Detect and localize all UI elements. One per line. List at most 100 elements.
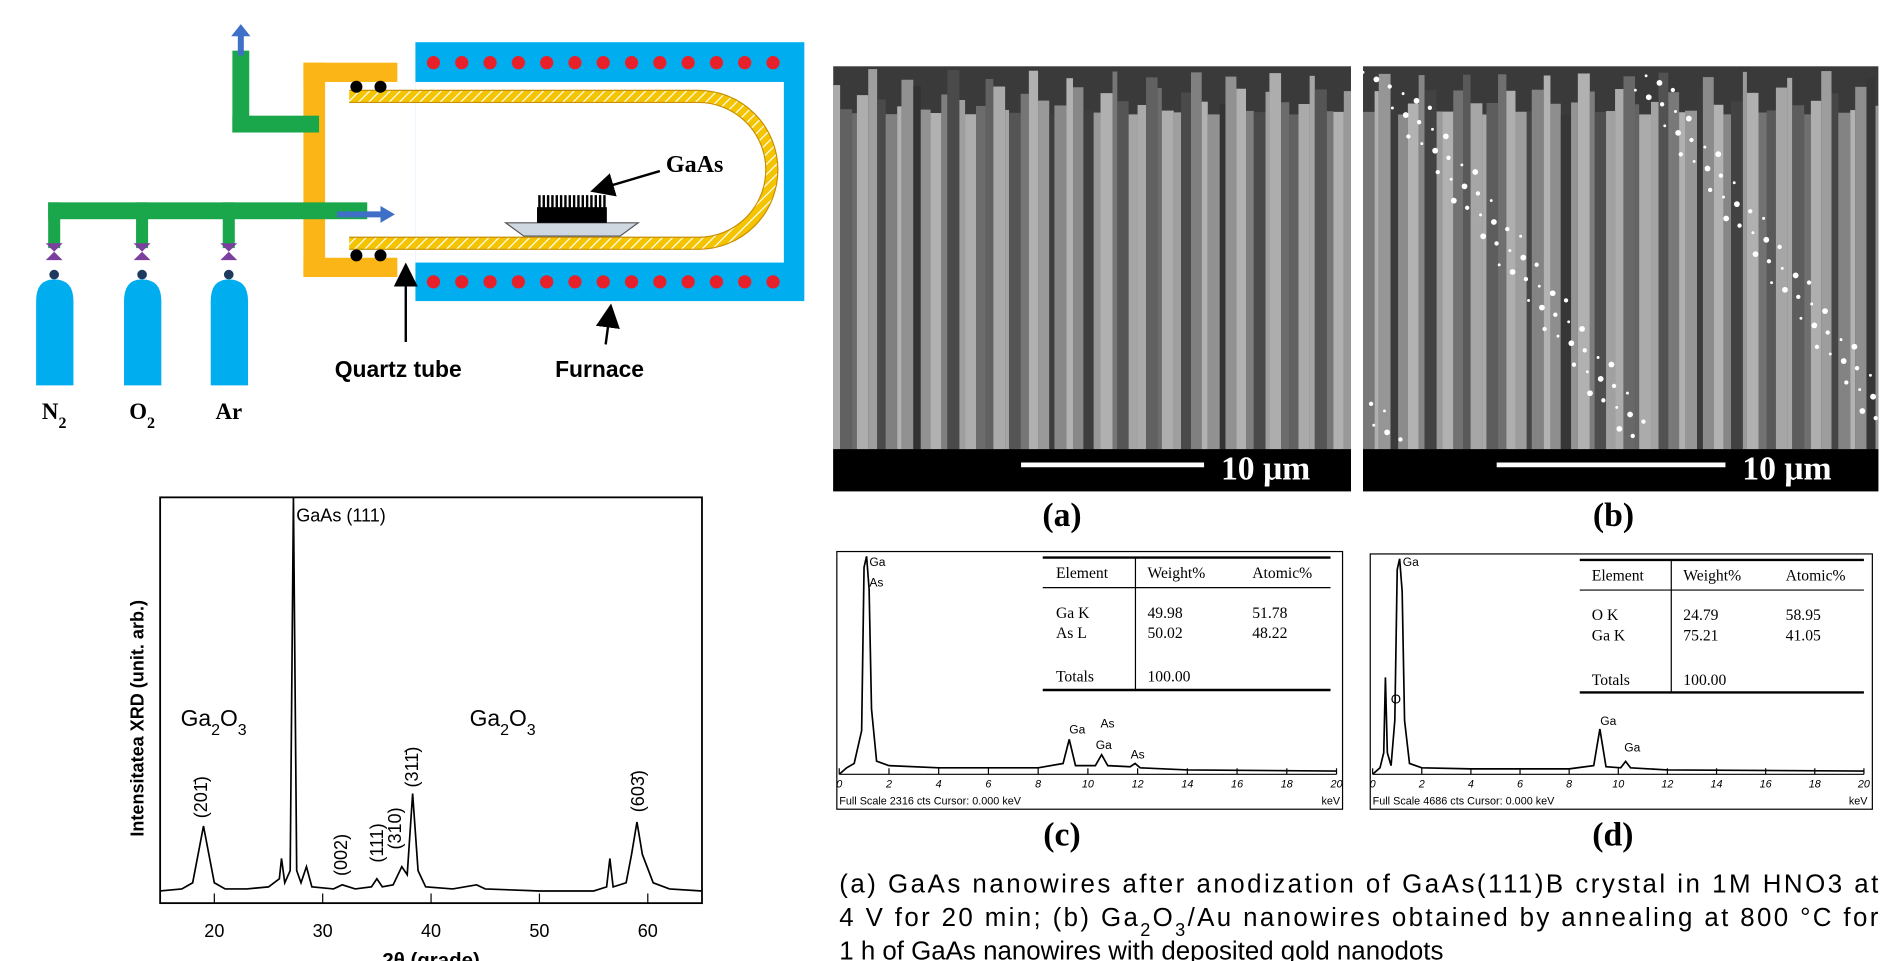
sem-dot bbox=[1770, 281, 1773, 284]
sem-strand bbox=[1363, 112, 1375, 449]
heater bbox=[455, 56, 468, 69]
sem-strand bbox=[1066, 78, 1073, 449]
sem-strand bbox=[1333, 112, 1343, 449]
sem-dot bbox=[1800, 317, 1803, 320]
x-tick-label: 2 bbox=[1418, 779, 1425, 791]
panel-label: (a) bbox=[1042, 497, 1081, 534]
sem-dot bbox=[1384, 429, 1390, 435]
annotation: Ga bbox=[1069, 722, 1085, 736]
sem-strand bbox=[1138, 105, 1146, 449]
sem-dot bbox=[1609, 362, 1615, 368]
figure: GaAs Quartz tube Furnace N2 O2 Ar 10 μm … bbox=[0, 0, 1888, 961]
sem-strand bbox=[1174, 112, 1181, 449]
x-tick-label: 4 bbox=[1468, 779, 1474, 791]
heater bbox=[625, 275, 638, 288]
annotation: As bbox=[1131, 748, 1145, 762]
nanowire bbox=[560, 195, 562, 208]
sem-strand bbox=[1005, 110, 1009, 449]
table-cell: 50.02 bbox=[1147, 625, 1182, 642]
sem-strand bbox=[1094, 113, 1101, 450]
sem-texture bbox=[1362, 71, 1879, 449]
sem-dot bbox=[1490, 199, 1493, 202]
sem-strand bbox=[857, 95, 868, 449]
sem-dot bbox=[1840, 338, 1843, 341]
sem-strand bbox=[1442, 112, 1453, 450]
table-total: 100.00 bbox=[1147, 669, 1190, 686]
sem-strand bbox=[1391, 103, 1399, 449]
sem-dot bbox=[1807, 280, 1811, 284]
exhaust-pipe bbox=[232, 116, 319, 133]
sem-strand bbox=[931, 113, 942, 449]
annotation: (603̄) bbox=[628, 770, 648, 812]
sem-dot bbox=[1641, 419, 1645, 423]
sem-dot bbox=[1572, 363, 1576, 367]
nanowire bbox=[573, 195, 575, 208]
sem-strand bbox=[1220, 104, 1226, 449]
sem-dot bbox=[1480, 233, 1486, 239]
sem-strand bbox=[1723, 114, 1731, 449]
sem-dot bbox=[1705, 166, 1711, 172]
sem-dot bbox=[1538, 285, 1541, 288]
sem-strand bbox=[1832, 94, 1839, 450]
heater bbox=[710, 275, 723, 288]
heater bbox=[710, 56, 723, 69]
sem-strand bbox=[1054, 105, 1066, 449]
x-tick-label: 6 bbox=[1517, 779, 1524, 791]
sem-strand bbox=[1208, 114, 1220, 449]
sem-dot bbox=[1627, 412, 1633, 418]
sem-strand bbox=[1269, 73, 1281, 449]
sem-strand bbox=[1202, 102, 1208, 449]
chart: 20304050602θ (grade)Intensitatea XRD (un… bbox=[127, 497, 702, 961]
sem-strand bbox=[1117, 101, 1128, 449]
sem-dot bbox=[1674, 110, 1677, 113]
table-cell: O K bbox=[1592, 607, 1619, 624]
heater bbox=[427, 56, 440, 69]
sem-strand bbox=[1679, 112, 1685, 449]
sem-dot bbox=[1383, 409, 1386, 412]
sem-strand bbox=[1315, 89, 1327, 449]
panel-label: (d) bbox=[1592, 816, 1633, 853]
sem-dot bbox=[1508, 249, 1511, 252]
sem-dot bbox=[1557, 335, 1560, 338]
sem-dot bbox=[1753, 251, 1759, 257]
sem-strand bbox=[1266, 92, 1270, 449]
sem-dot bbox=[1762, 217, 1765, 220]
table-total: Totals bbox=[1056, 669, 1094, 686]
sem-dot bbox=[1634, 89, 1637, 92]
gas-label: N2 bbox=[42, 399, 67, 432]
data-line bbox=[1373, 559, 1864, 775]
nanowire bbox=[590, 195, 592, 208]
heater bbox=[682, 275, 695, 288]
x-tick-label: 14 bbox=[1711, 779, 1723, 791]
table-total: 100.00 bbox=[1683, 672, 1726, 689]
sem-strand bbox=[840, 109, 852, 449]
sem-strand bbox=[1561, 114, 1571, 449]
flange bbox=[303, 63, 325, 277]
sem-dot bbox=[1870, 394, 1876, 400]
annotation: GaAs (111) bbox=[296, 505, 386, 525]
sem-strand bbox=[1049, 114, 1054, 449]
schematic: GaAs Quartz tube Furnace N2 O2 Ar bbox=[36, 24, 804, 431]
heater bbox=[512, 275, 525, 288]
sem-dot bbox=[1451, 198, 1457, 204]
sample-holder bbox=[506, 223, 638, 236]
heater bbox=[568, 56, 581, 69]
sem-dot bbox=[1568, 340, 1574, 346]
sem-strand bbox=[1697, 88, 1703, 449]
annotation: Ga bbox=[1600, 714, 1616, 728]
sem-strand bbox=[1419, 75, 1425, 449]
x-tick-label: 20 bbox=[1330, 779, 1343, 791]
sem-strand bbox=[1767, 110, 1776, 449]
sem-dot bbox=[1436, 170, 1440, 174]
gas-pipe bbox=[223, 202, 235, 248]
table-header: Weight% bbox=[1683, 567, 1741, 584]
sem-dot bbox=[1601, 398, 1605, 402]
table-cell: 24.79 bbox=[1683, 607, 1718, 624]
sem-panels: 10 μm (a) 10 μm (b) bbox=[833, 66, 1878, 534]
sem-strand bbox=[965, 114, 976, 449]
sem-strand bbox=[1375, 91, 1379, 449]
table-header: Weight% bbox=[1147, 565, 1205, 582]
sem-dot bbox=[1841, 358, 1847, 364]
gas-label: Ar bbox=[215, 399, 242, 424]
